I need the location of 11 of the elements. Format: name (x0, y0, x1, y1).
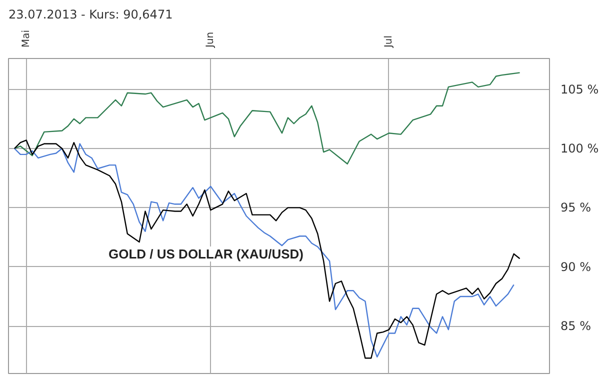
line-series (14, 72, 520, 164)
x-tick-label: Jul (383, 35, 394, 48)
y-tick-label: 95 % (560, 200, 591, 215)
series-label: GOLD / US DOLLAR (XAU/USD) (108, 246, 304, 262)
y-tick-label: 100 % (560, 142, 599, 156)
y-tick-label: 105 % (560, 82, 599, 96)
x-tick-label: Mai (20, 30, 32, 48)
y-tick-label: 90 % (560, 260, 591, 274)
y-tick-label: 85 % (560, 319, 591, 334)
chart-title: 23.07.2013 - Kurs: 90,6471 (8, 8, 173, 22)
x-tick-label: Jun (205, 32, 216, 48)
